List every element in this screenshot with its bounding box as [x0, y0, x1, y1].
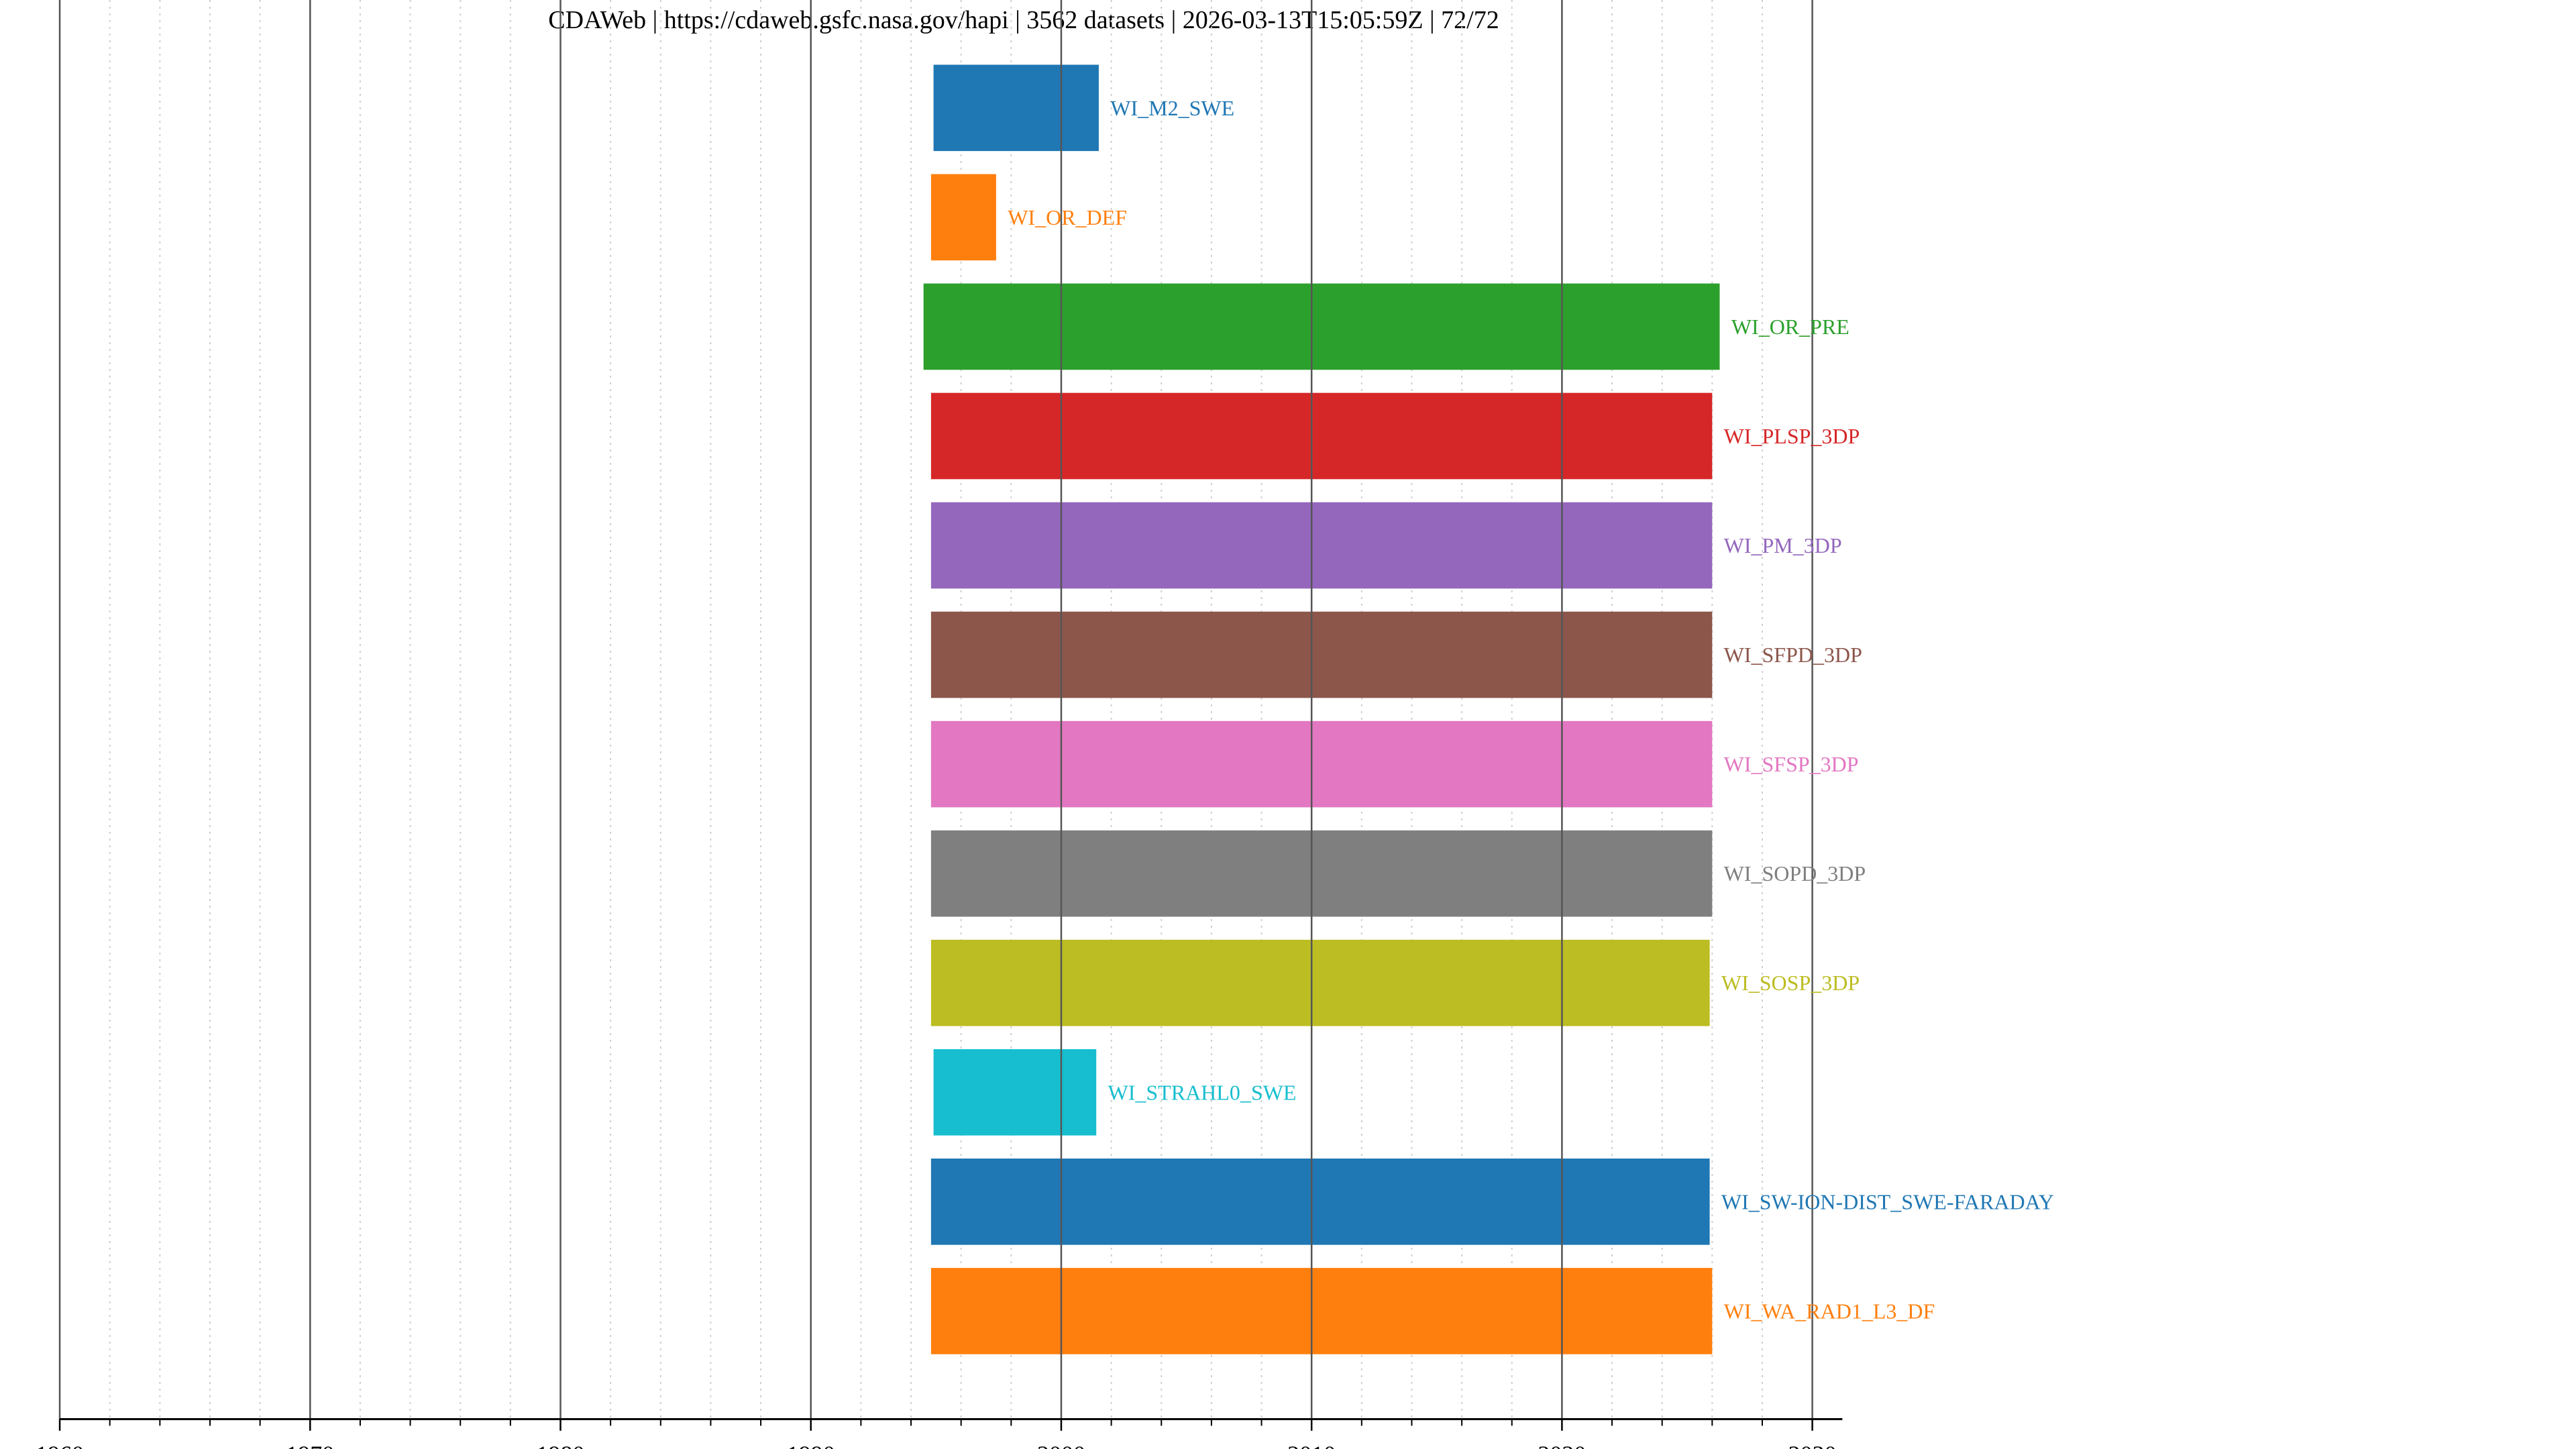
bar-label: WI_PLSP_3DP: [1724, 424, 1860, 448]
x-tick-label: 1990: [787, 1441, 835, 1449]
bar-label: WI_SOSP_3DP: [1721, 971, 1860, 995]
bar-label: WI_SFPD_3DP: [1724, 643, 1862, 667]
bar-label: WI_OR_DEF: [1008, 205, 1127, 229]
bar-wi_sosp_3dp: [930, 939, 1710, 1026]
bar-label: WI_M2_SWE: [1110, 96, 1234, 120]
major-gridlines: [58, 0, 1813, 1419]
x-tick-label: 2020: [1538, 1441, 1586, 1449]
bar-wi_strahl0_swe: [933, 1049, 1097, 1136]
x-axis: 1960 1970 1980 1990 2000 2010 2020 2030: [36, 1417, 1843, 1449]
x-tick-label: 2000: [1037, 1441, 1085, 1449]
x-tick-label: 1970: [286, 1441, 334, 1449]
x-tick-label: 1960: [36, 1441, 84, 1449]
bar-series: [923, 64, 1720, 1354]
bar-wi_sfsp_3dp: [930, 720, 1713, 808]
bar-label: WI_OR_PRE: [1731, 315, 1849, 339]
bar-label: WI_PM_3DP: [1724, 533, 1842, 557]
bar-wi_wa_rad1_l3_df: [930, 1268, 1713, 1354]
bar-wi_m2_swe: [933, 64, 1099, 152]
bar-wi_plsp_3dp: [930, 392, 1713, 480]
bar-wi_pm_3dp: [930, 502, 1713, 589]
bar-label: WI_SW-ION-DIST_SWE-FARADAY: [1721, 1189, 2054, 1214]
bar-wi_sw-ion-dist_swe-faraday: [930, 1159, 1710, 1245]
bar-wi_or_def: [930, 174, 996, 261]
bar-wi_sopd_3dp: [930, 830, 1713, 917]
chart-title: CDAWeb | https://cdaweb.gsfc.nasa.gov/ha…: [548, 6, 1499, 34]
bar-label: WI_STRAHL0_SWE: [1108, 1080, 1297, 1104]
x-tick-label: 1980: [537, 1441, 585, 1449]
bar-label: WI_WA_RAD1_L3_DF: [1724, 1299, 1935, 1323]
bar-label: WI_SFSP_3DP: [1724, 752, 1859, 776]
bar-label: WI_SOPD_3DP: [1724, 861, 1866, 885]
x-tick-label: 2010: [1287, 1441, 1336, 1449]
bar-wi_or_pre: [923, 283, 1720, 370]
bar-wi_sfpd_3dp: [930, 611, 1713, 698]
x-tick-label: 2030: [1788, 1441, 1837, 1449]
bar-labels: WI_M2_SWE WI_OR_DEF WI_OR_PRE WI_PLSP_3DP WI…: [1008, 96, 2054, 1324]
